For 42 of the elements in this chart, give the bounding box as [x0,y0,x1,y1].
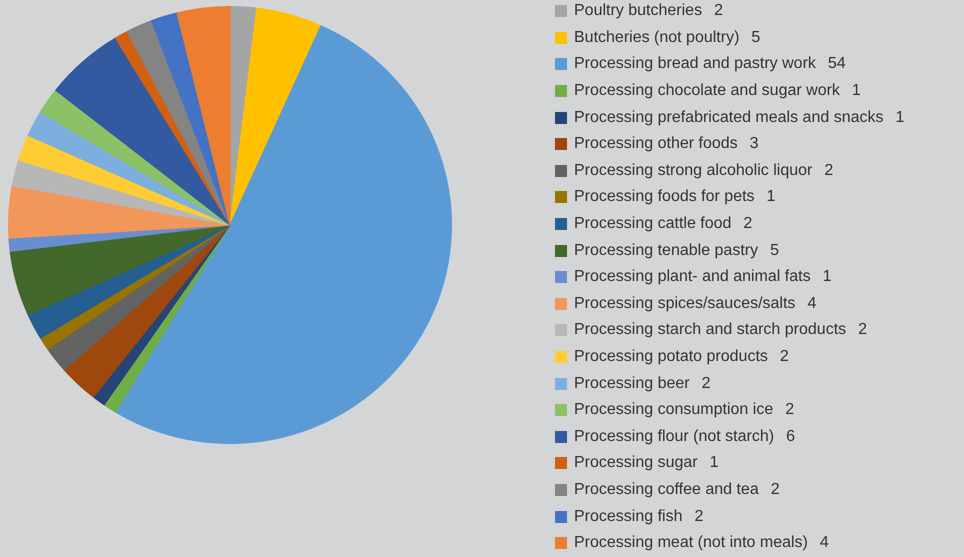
data-label: 1 [852,82,861,100]
data-label: 5 [770,242,780,260]
legend-label: Processing other foods [574,135,738,154]
data-label: 2 [858,321,868,340]
legend-label: Processing consumption ice [574,401,774,420]
data-label: 2 [780,348,789,366]
legend-label: Processing fish [574,508,682,526]
data-label: 1 [896,108,904,127]
data-label: 2 [824,162,834,180]
data-label: 4 [820,534,829,552]
legend-label: Processing foods for pets [574,188,755,206]
data-label: 2 [702,374,711,393]
data-label: 1 [822,268,832,286]
legend-label: Butcheries (not poultry) [574,28,740,47]
data-label: 2 [785,401,794,420]
legend-label: Processing spices/sauces/salts [574,294,796,313]
legend-label: Processing strong alcoholic liquor [574,162,812,180]
data-label: 6 [786,428,795,446]
data-label: 4 [807,294,816,313]
legend-label: Processing flour (not starch) [574,428,774,446]
data-label: 1 [766,188,776,206]
legend-label: Processing tenable pastry [574,242,758,260]
legend-label: Processing cattle food [574,215,732,234]
data-label: 2 [694,508,704,526]
data-label: 2 [770,480,780,499]
data-label: 2 [714,2,723,20]
legend-label: Processing coffee and tea [574,480,759,499]
data-label: 2 [743,215,752,234]
legend-label: Processing chocolate and sugar work [574,82,840,100]
data-label: 1 [710,454,719,472]
legend-label: Processing potato products [574,348,768,366]
legend-label: Processing sugar [574,454,698,472]
legend-label: Processing plant- and animal fats [574,268,811,286]
data-label: 54 [828,55,846,74]
legend-label: Processing meat (not into meals) [574,534,808,552]
data-label: 5 [751,28,760,47]
legend-label: Poultry butcheries [574,2,702,20]
legend-label: Processing bread and pastry work [574,55,816,74]
data-label: 3 [750,135,759,154]
legend-label: Processing prefabricated meals and snacks [574,108,884,127]
legend-label: Processing starch and starch products [574,321,846,340]
legend-label: Processing beer [574,374,690,393]
